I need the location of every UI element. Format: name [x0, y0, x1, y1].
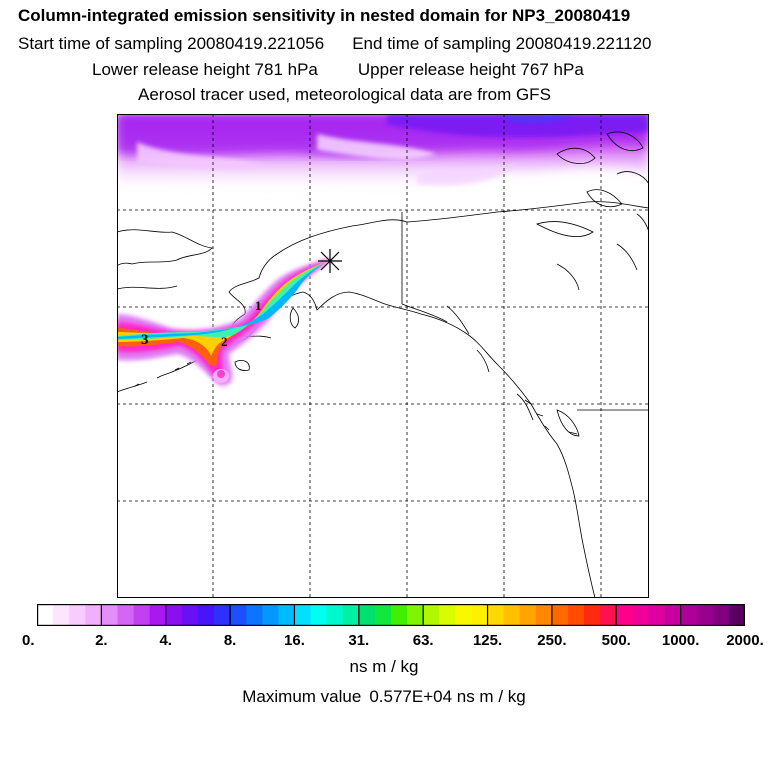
- colorbar-swatch: [246, 604, 263, 626]
- map-label-3: 3: [141, 332, 149, 348]
- plot-title: Column-integrated emission sensitivity i…: [18, 6, 631, 25]
- colorbar-swatch: [342, 604, 360, 626]
- colorbar-swatch: [471, 604, 488, 626]
- colorbar-swatch: [374, 604, 392, 626]
- colorbar-swatch: [294, 604, 311, 626]
- sampling-times: Start time of sampling 20080419.221056 En…: [18, 34, 652, 54]
- tracer-info: Aerosol tracer used, meteorological data…: [138, 85, 551, 104]
- colorbar-tick-label: 0.: [22, 632, 35, 649]
- colorbar-swatch: [117, 604, 134, 626]
- upper-release-height: Upper release height 767 hPa: [357, 60, 584, 79]
- colorbar-swatch: [326, 604, 344, 626]
- colorbar-swatch: [69, 604, 86, 626]
- colorbar-swatch: [358, 604, 376, 626]
- maximum-value-label: Maximum value: [242, 687, 362, 706]
- gridlines: [117, 114, 649, 598]
- release-heights: Lower release height 781 hPa Upper releas…: [92, 60, 584, 80]
- colorbar-tick-label: 63.: [412, 632, 434, 649]
- colorbar-swatch: [535, 604, 553, 626]
- map-label-1: 1: [255, 298, 262, 313]
- colorbar-swatch: [680, 604, 698, 626]
- colorbar-swatch: [230, 604, 247, 626]
- colorbar-swatch: [600, 604, 617, 626]
- colorbar-tick-label: 16.: [284, 632, 305, 649]
- colorbar-swatch: [648, 604, 665, 626]
- colorbar-swatch: [551, 604, 569, 626]
- colorbar-swatch: [37, 604, 54, 626]
- colorbar-swatch: [391, 604, 408, 626]
- colorbar-swatch: [165, 604, 183, 626]
- political-borders: [401, 212, 649, 435]
- colorbar-tick-label: 500.: [601, 632, 631, 649]
- colorbar-swatch: [487, 604, 505, 626]
- colorbar-swatch: [568, 604, 585, 626]
- colorbar-swatch: [85, 604, 102, 626]
- map-frame: [117, 114, 649, 598]
- colorbar-units: ns m / kg: [349, 657, 419, 676]
- colorbar-swatch: [53, 604, 70, 626]
- colorbar-tick-label: 125.: [472, 632, 503, 649]
- colorbar-swatch: [728, 604, 745, 626]
- colorbar-tick-label: 8.: [223, 632, 237, 649]
- colorbar-swatch: [133, 604, 151, 626]
- colorbar-swatch: [616, 604, 633, 626]
- colorbar-swatch: [503, 604, 521, 626]
- colorbar-swatch: [632, 604, 649, 626]
- maximum-value: Maximum value 0.577E+04 ns m / kg: [0, 687, 768, 707]
- colorbar-frame: [37, 604, 745, 626]
- colorbar: [37, 604, 745, 626]
- colorbar-swatch: [439, 604, 456, 626]
- emission-plume: [117, 258, 332, 386]
- colorbar-swatch: [310, 604, 328, 626]
- colorbar-swatch: [149, 604, 167, 626]
- colorbar-swatch: [696, 604, 714, 626]
- lower-release-height: Lower release height 781 hPa: [92, 60, 318, 79]
- colorbar-swatch: [101, 604, 118, 626]
- colorbar-tick-label: 2.: [95, 632, 108, 649]
- colorbar-swatch: [712, 604, 730, 626]
- colorbar-swatch: [262, 604, 279, 626]
- colorbar-swatch: [423, 604, 440, 626]
- colorbar-swatch: [407, 604, 424, 626]
- sampling-start: Start time of sampling 20080419.221056: [18, 34, 325, 53]
- colorbar-swatch: [278, 604, 295, 626]
- colorbar-tick-label: 250.: [537, 632, 567, 649]
- colorbar-tick-label: 4.: [159, 632, 172, 649]
- colorbar-swatch: [519, 604, 537, 626]
- colorbar-swatch: [214, 604, 231, 626]
- colorbar-swatch: [181, 604, 199, 626]
- map-label-2: 2: [221, 334, 228, 349]
- colorbar-swatch: [664, 604, 682, 626]
- colorbar-tick-label: 31.: [348, 632, 370, 649]
- sampling-end: End time of sampling 20080419.221120: [352, 34, 652, 53]
- sensitivity-map: 3 1 2: [117, 114, 649, 598]
- colorbar-swatch: [584, 604, 601, 626]
- colorbar-tick-label: 1000.: [661, 632, 700, 649]
- maximum-value-number: 0.577E+04 ns m / kg: [369, 687, 526, 706]
- colorbar-swatch: [455, 604, 472, 626]
- colorbar-swatch: [197, 604, 215, 626]
- release-star-marker: [318, 249, 342, 273]
- colorbar-tick-label: 2000.: [726, 632, 764, 649]
